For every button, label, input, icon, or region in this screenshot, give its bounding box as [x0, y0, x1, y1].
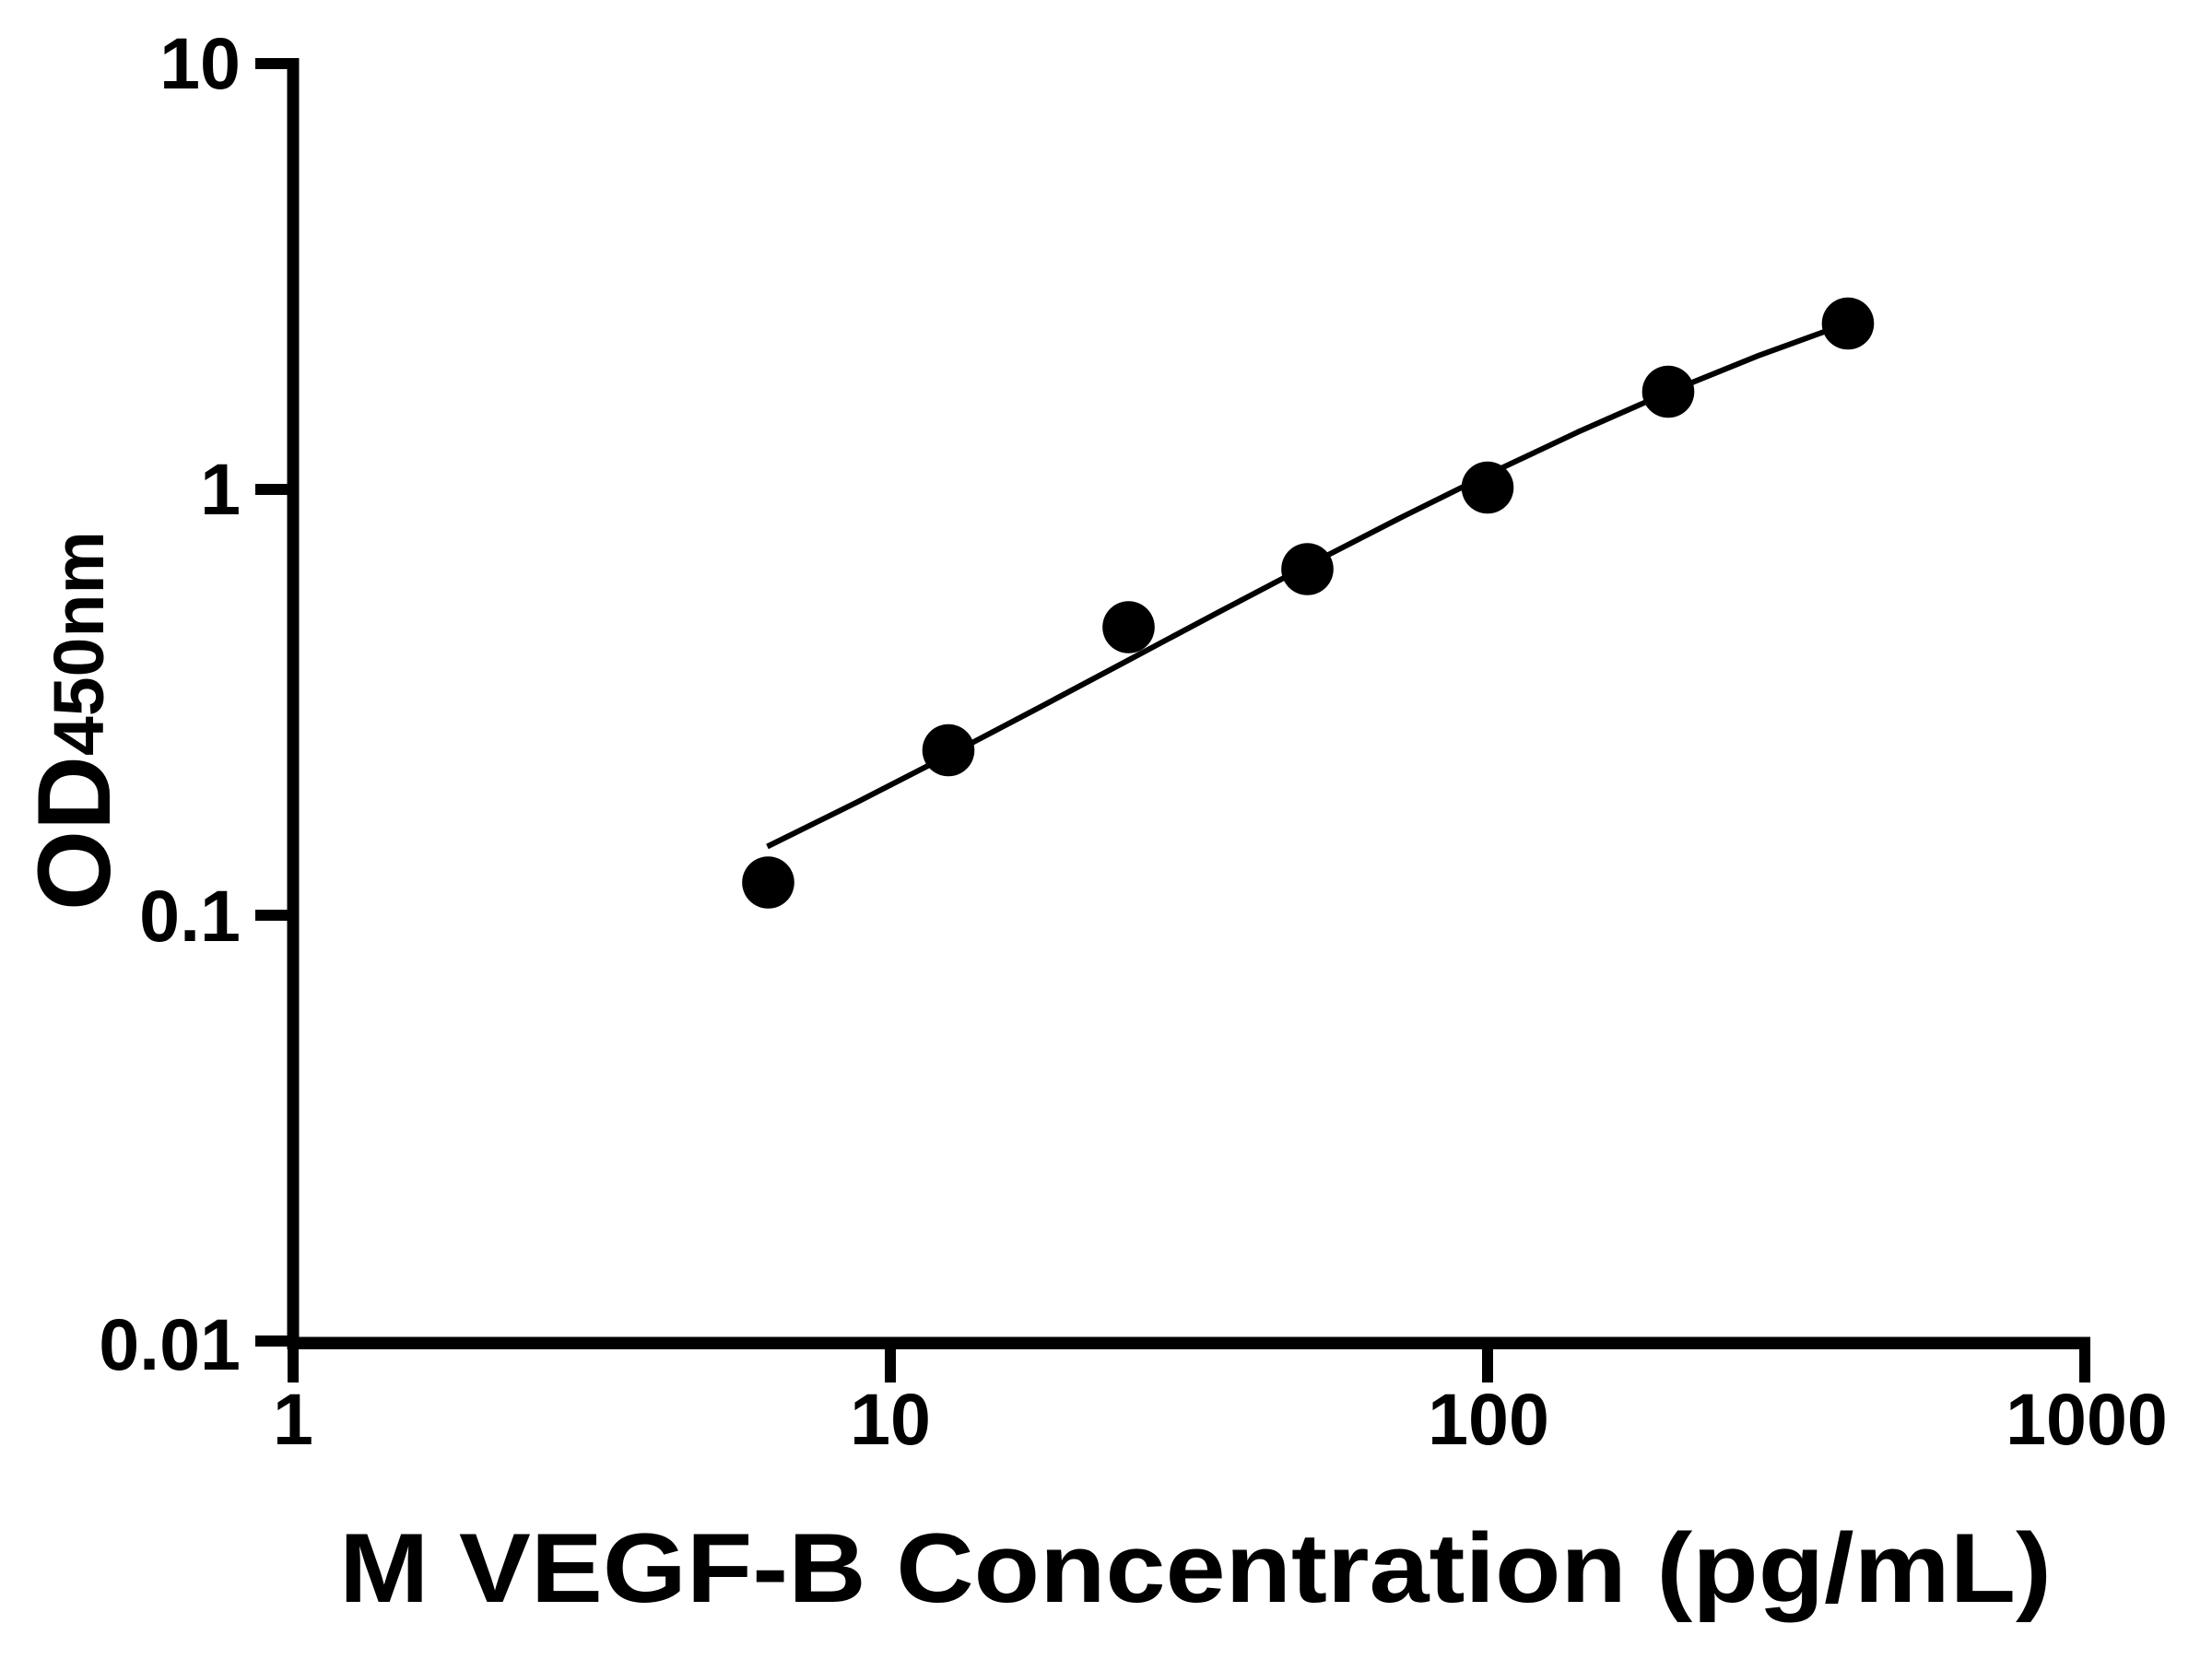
svg-text:1000: 1000 [2006, 1378, 2168, 1460]
svg-text:0.01: 0.01 [99, 1303, 241, 1385]
svg-text:1: 1 [273, 1378, 313, 1460]
svg-text:100: 100 [1428, 1378, 1549, 1460]
svg-text:1: 1 [200, 448, 241, 530]
svg-text:OD450nm: OD450nm [17, 531, 132, 911]
svg-text:M VEGF-B Concentration (pg/mL): M VEGF-B Concentration (pg/mL) [339, 1512, 2052, 1623]
svg-text:10: 10 [850, 1378, 931, 1460]
svg-text:0.1: 0.1 [139, 875, 241, 957]
svg-text:10: 10 [159, 22, 241, 104]
